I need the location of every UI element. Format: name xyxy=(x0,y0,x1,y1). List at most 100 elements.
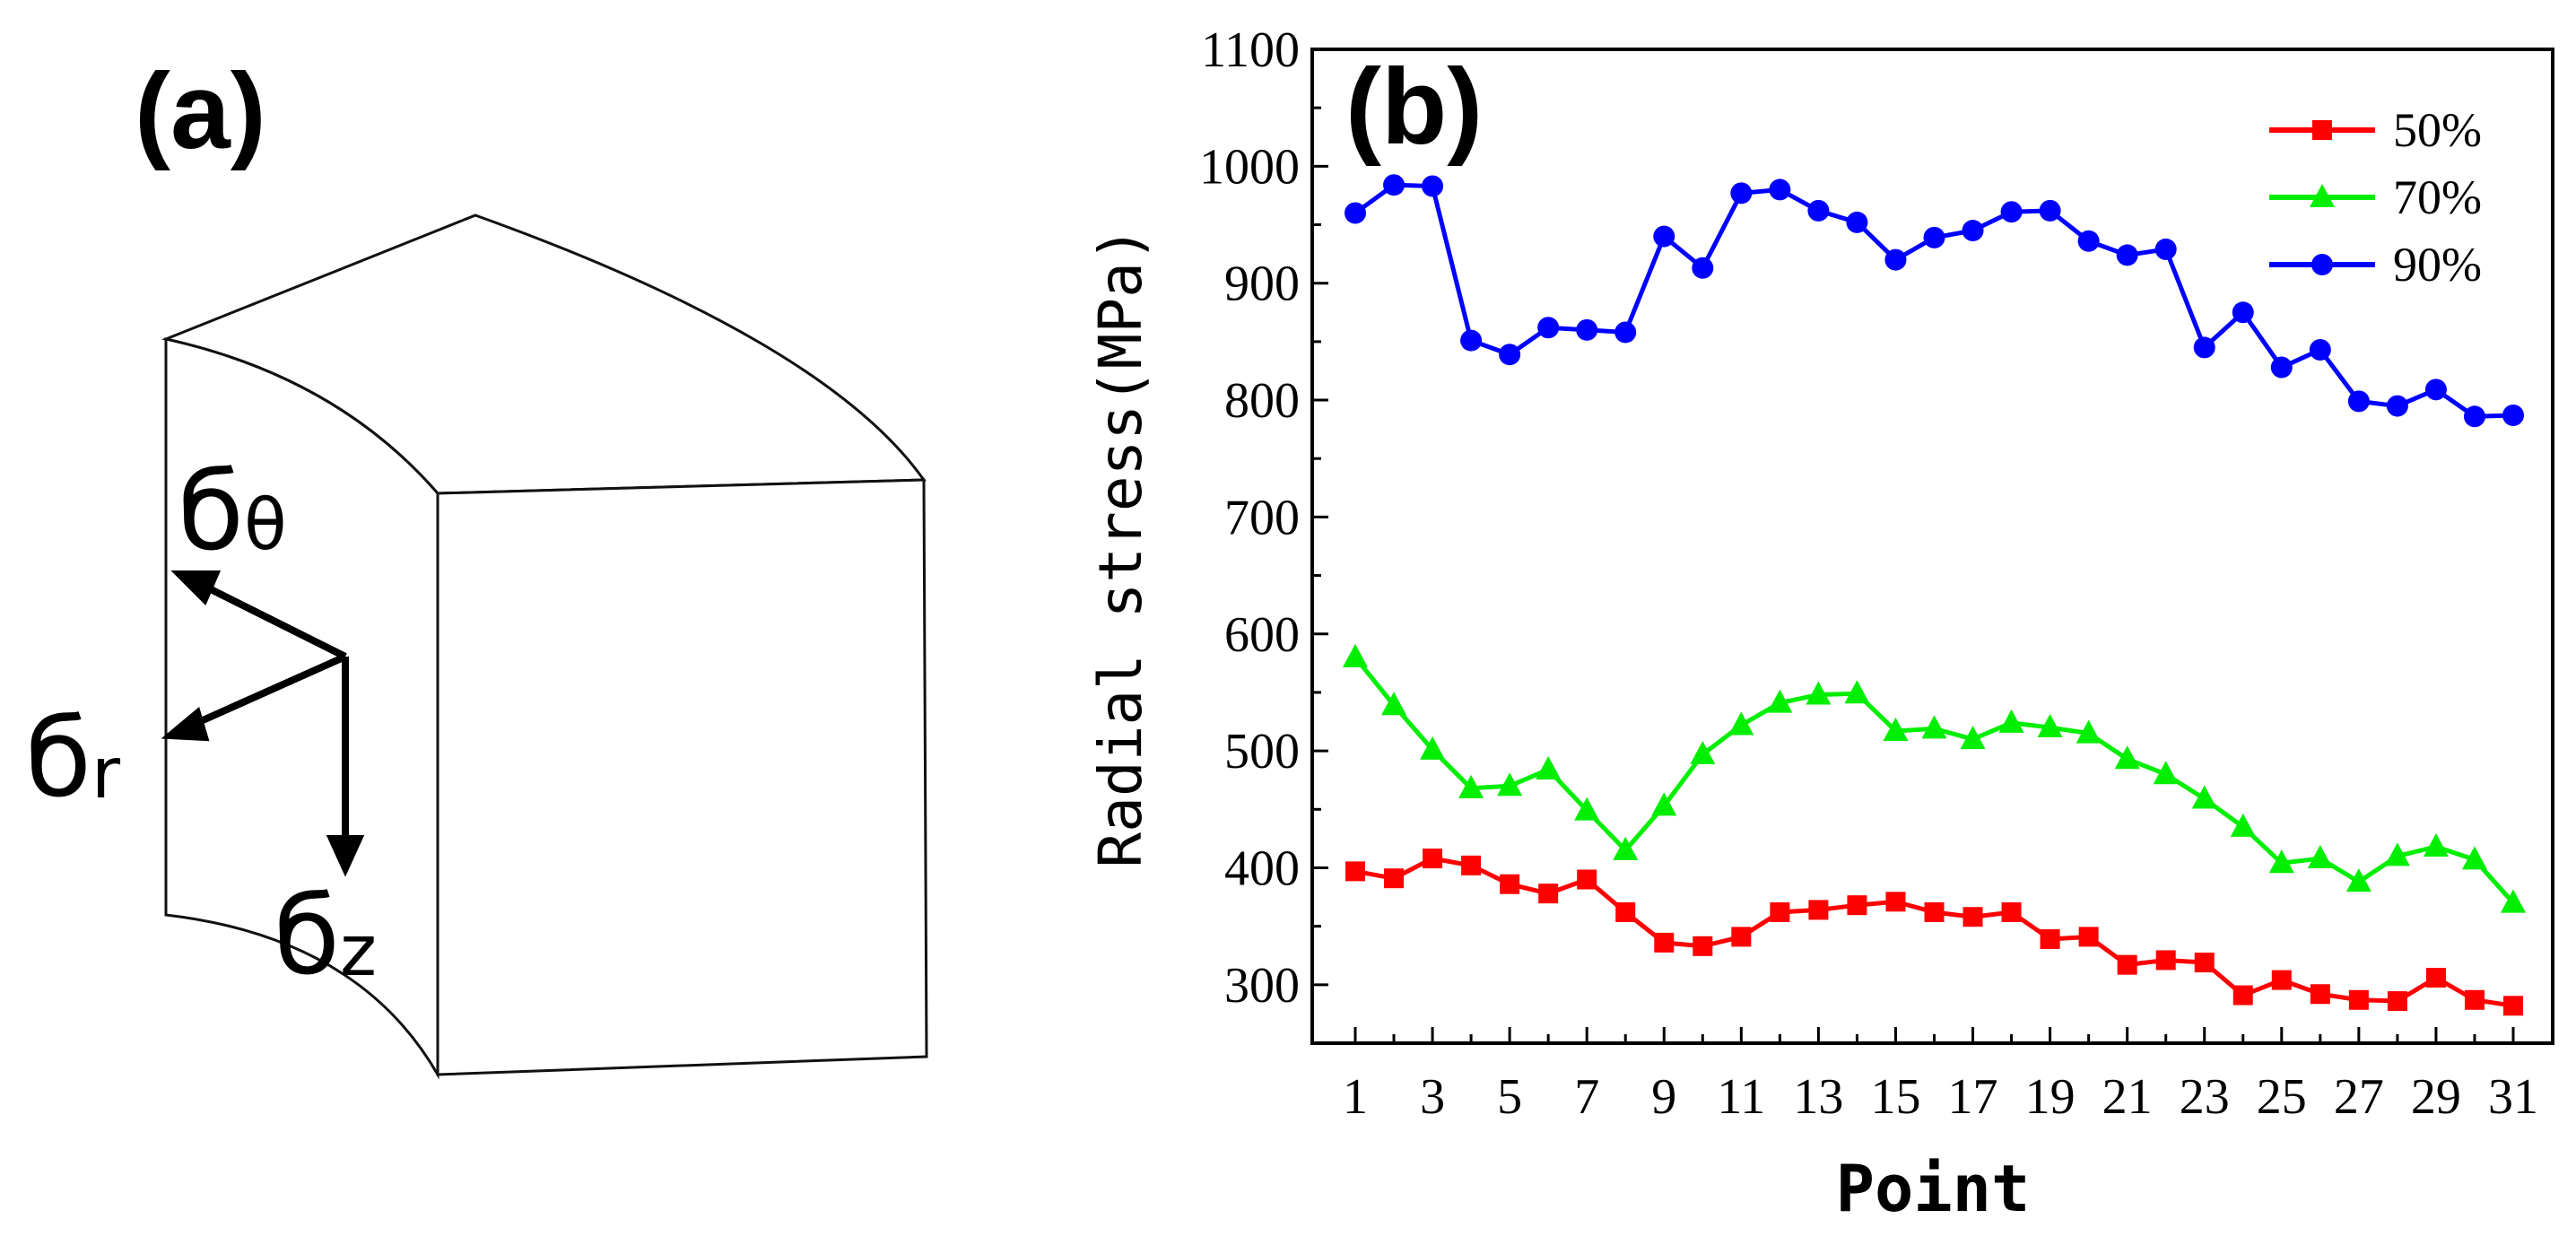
data-point xyxy=(1460,329,1483,352)
plot-border xyxy=(1310,48,2554,1045)
y-tick-label: 400 xyxy=(1224,840,1300,896)
data-point xyxy=(2310,984,2330,1005)
data-point xyxy=(2307,845,2333,869)
y-tick-label: 700 xyxy=(1224,490,1300,545)
panel-a-label: (a) xyxy=(135,51,266,171)
data-point xyxy=(2039,199,2061,222)
data-point xyxy=(1653,225,1675,248)
data-point xyxy=(2387,991,2407,1012)
arrow-theta xyxy=(200,581,347,660)
data-point xyxy=(2424,379,2447,401)
data-point xyxy=(2502,405,2524,427)
data-point xyxy=(1730,182,1753,205)
data-point xyxy=(1345,861,1365,882)
series-line xyxy=(1353,182,2514,419)
data-point xyxy=(2501,889,2526,913)
x-tick-label: 29 xyxy=(2411,1069,2461,1125)
y-tick-label: 600 xyxy=(1224,607,1300,663)
data-point xyxy=(1422,175,1444,197)
series-50pct xyxy=(1345,849,2523,1016)
data-point xyxy=(1420,736,1446,760)
data-point xyxy=(1998,709,2024,733)
data-point xyxy=(2037,714,2063,738)
data-point xyxy=(1693,936,1713,956)
legend-label: 90% xyxy=(2393,238,2482,292)
data-point xyxy=(1654,932,1675,953)
data-point xyxy=(1614,321,1637,344)
arrow-r xyxy=(191,653,347,728)
data-point xyxy=(2040,928,2060,949)
legend-entry: 50% xyxy=(2269,103,2482,157)
data-point xyxy=(1690,741,1716,765)
x-tick-label: 5 xyxy=(1497,1069,1522,1125)
data-point xyxy=(1383,174,1405,196)
x-tick-label: 1 xyxy=(1343,1069,1368,1125)
data-point xyxy=(1574,797,1600,821)
data-point xyxy=(1728,711,1754,736)
data-point xyxy=(2230,813,2256,837)
data-point xyxy=(2268,849,2294,874)
sigma-z-label: бz xyxy=(274,875,377,999)
data-point xyxy=(1651,792,1677,816)
data-point xyxy=(2425,968,2446,988)
y-tick-label: 500 xyxy=(1224,724,1300,779)
data-point xyxy=(1921,715,1947,739)
data-point xyxy=(1808,900,1829,920)
panel-b-label: (b) xyxy=(1345,47,1483,167)
legend-label: 50% xyxy=(2393,103,2482,157)
data-point xyxy=(1384,868,1405,889)
data-point xyxy=(2114,745,2140,770)
data-point xyxy=(1500,874,1520,894)
data-point xyxy=(1536,755,1562,779)
data-point xyxy=(1960,726,1986,750)
data-point xyxy=(2345,868,2371,892)
y-tick-label: 900 xyxy=(1224,257,1300,312)
data-point xyxy=(2077,230,2100,252)
data-point xyxy=(1343,643,1368,667)
data-point xyxy=(1807,199,1830,222)
data-point xyxy=(2348,989,2369,1010)
data-point xyxy=(1767,689,1793,713)
data-point xyxy=(2191,785,2217,809)
x-tick-label: 27 xyxy=(2334,1069,2384,1125)
x-tick-label: 9 xyxy=(1651,1069,1676,1125)
x-tick-label: 11 xyxy=(1717,1069,1765,1125)
y-tick-label: 800 xyxy=(1224,373,1300,429)
data-point xyxy=(2076,719,2102,744)
data-point xyxy=(2461,846,2487,870)
data-point xyxy=(1924,902,1945,923)
data-point xyxy=(1576,318,1598,341)
data-point xyxy=(1423,849,1443,869)
legend-marker xyxy=(2310,184,2335,207)
data-point xyxy=(1844,680,1870,704)
data-point xyxy=(1847,895,1867,916)
data-point xyxy=(2155,950,2176,971)
arrow-r-head xyxy=(161,707,210,742)
x-tick-label: 31 xyxy=(2488,1069,2538,1125)
x-tick-label: 13 xyxy=(1793,1069,1843,1125)
series-90pct xyxy=(1345,174,2524,428)
data-point xyxy=(1615,902,1636,923)
data-point xyxy=(1499,344,1521,366)
y-axis-title: Radial stress(MPa) xyxy=(1086,226,1155,867)
data-point xyxy=(1692,257,1714,279)
data-point xyxy=(1962,907,1983,927)
series-line xyxy=(1353,656,2515,905)
sigma-r-label: бr xyxy=(25,697,121,822)
data-point xyxy=(1458,774,1484,798)
data-point xyxy=(1884,248,1907,271)
data-point xyxy=(2463,405,2485,428)
block-drawing xyxy=(161,213,928,1080)
y-tick-label: 1100 xyxy=(1201,22,1300,78)
data-point xyxy=(2153,761,2179,785)
data-point xyxy=(1883,717,1909,741)
data-point xyxy=(1923,226,1945,248)
data-point xyxy=(1962,220,1984,242)
data-point xyxy=(1770,902,1790,923)
data-point xyxy=(1806,681,1832,705)
block-front-face xyxy=(436,478,928,1076)
legend-entry: 90% xyxy=(2269,238,2482,292)
